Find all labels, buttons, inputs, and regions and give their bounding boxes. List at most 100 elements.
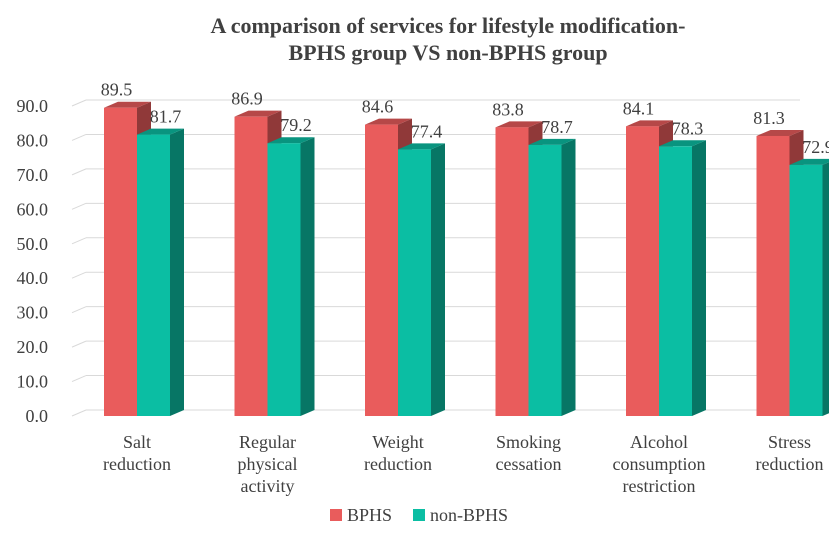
x-tick-label-line: Regular [239,432,296,452]
x-tick-label-line: Salt [123,432,151,452]
x-tick-label-line: cessation [496,454,562,474]
data-label: 86.9 [231,89,263,109]
x-tick-label: Stress reduction [756,432,824,474]
bar-front-face [495,127,529,416]
bar-top-face [267,137,315,144]
legend-label: BPHS [347,505,392,525]
x-tick-label-line: physical [238,454,298,474]
bar-side-face [431,143,445,416]
bar-top-face [659,140,706,147]
gridline-depth [71,202,87,210]
x-tick-label: Weight reduction [364,432,432,474]
x-tick-label-line: Alcohol [630,432,688,452]
x-tick-label-line: Smoking [496,432,561,452]
bar-non-bphs [789,158,829,416]
data-label: 78.3 [672,118,704,138]
legend-item-non-bphs: non-BPHS [413,505,508,525]
gridline-depth [71,99,87,107]
y-tick-label: 90.0 [17,96,49,116]
bar-non-bphs [528,138,576,416]
y-axis: 0.0 10.0 20.0 30.0 40.0 50.0 60.0 70.0 80.0 90.0 [17,96,49,426]
y-tick-label: 0.0 [26,406,49,426]
bar-side-face [561,138,576,416]
legend-item-bphs: BPHS [330,505,392,525]
bar-front-face [398,149,431,416]
data-label: 72.9 [802,137,829,157]
bar-front-face [137,134,170,417]
bar-front-face [267,143,301,416]
bar-non-bphs [267,137,315,416]
x-tick-label: Regular physical activity [238,432,298,496]
data-label: 81.3 [753,108,785,128]
bar-non-bphs [659,140,706,417]
data-label: 84.1 [623,98,655,118]
gridline-depth [71,237,87,245]
bar-front-face [659,146,692,417]
data-label: 77.4 [411,121,443,141]
gridline-depth [71,271,87,279]
data-labels: 89.5 81.7 86.9 79.2 84.6 77.4 83.8 78.7 84.1 78.3… [101,80,829,157]
y-tick-label: 40.0 [17,268,49,288]
x-tick-label-line: Weight [372,432,424,452]
bar-top-face [495,121,543,128]
gridline-depth [71,306,87,314]
y-tick-label: 70.0 [17,165,49,185]
gridline-depth [71,168,87,176]
data-label: 83.8 [492,99,524,119]
bar-front-face [789,164,823,416]
legend: BPHS non-BPHS [330,505,508,525]
bar-top-face [398,143,445,150]
x-tick-label-line: reduction [364,454,432,474]
x-tick-label: Salt reduction [103,432,171,474]
bar-non-bphs [398,143,445,416]
y-tick-label: 60.0 [17,199,49,219]
bar-front-face [104,107,137,416]
bar-top-face [626,120,673,127]
gridline-depth [71,375,87,383]
bar-front-face [234,116,268,416]
data-label: 79.2 [280,115,312,135]
bars [104,101,829,417]
x-tick-label-line: consumption [613,454,706,474]
bar-top-face [789,158,829,165]
legend-swatch [413,509,425,521]
y-tick-label: 10.0 [17,372,49,392]
x-tick-label-line: reduction [756,454,824,474]
data-label: 81.7 [150,107,182,127]
bar-top-face [528,138,576,145]
x-tick-label-line: activity [241,476,295,496]
x-tick-label-line: Stress [768,432,811,452]
bar-front-face [756,135,790,416]
y-tick-label: 30.0 [17,303,49,323]
y-tick-label: 50.0 [17,234,49,254]
x-tick-label-line: reduction [103,454,171,474]
bar-non-bphs [137,128,184,417]
y-tick-label: 80.0 [17,130,49,150]
x-tick-label-line: restriction [623,476,696,496]
bar-top-face [137,128,184,135]
gridline-depth [71,133,87,141]
bar-side-face [170,128,184,417]
gridline-depth [71,340,87,348]
x-tick-label: Smoking cessation [496,432,562,474]
bar-front-face [626,126,659,417]
legend-swatch [330,509,342,521]
data-label: 89.5 [101,80,133,100]
data-label: 84.6 [362,97,394,117]
chart-title-line-2: BPHS group VS non-BPHS group [288,40,607,65]
data-label: 78.7 [541,117,573,137]
bar-side-face [822,162,829,416]
x-tick-label: Alcohol consumption restriction [613,432,706,496]
y-tick-label: 20.0 [17,337,49,357]
bar-top-face [756,129,804,136]
bar-front-face [528,144,562,416]
bar-front-face [365,124,398,416]
bar-top-face [365,118,412,125]
gridline-depth [71,409,87,417]
bar-top-face [234,110,282,117]
legend-label: non-BPHS [430,505,508,525]
chart-title-line-1: A comparison of services for lifestyle m… [211,13,686,38]
